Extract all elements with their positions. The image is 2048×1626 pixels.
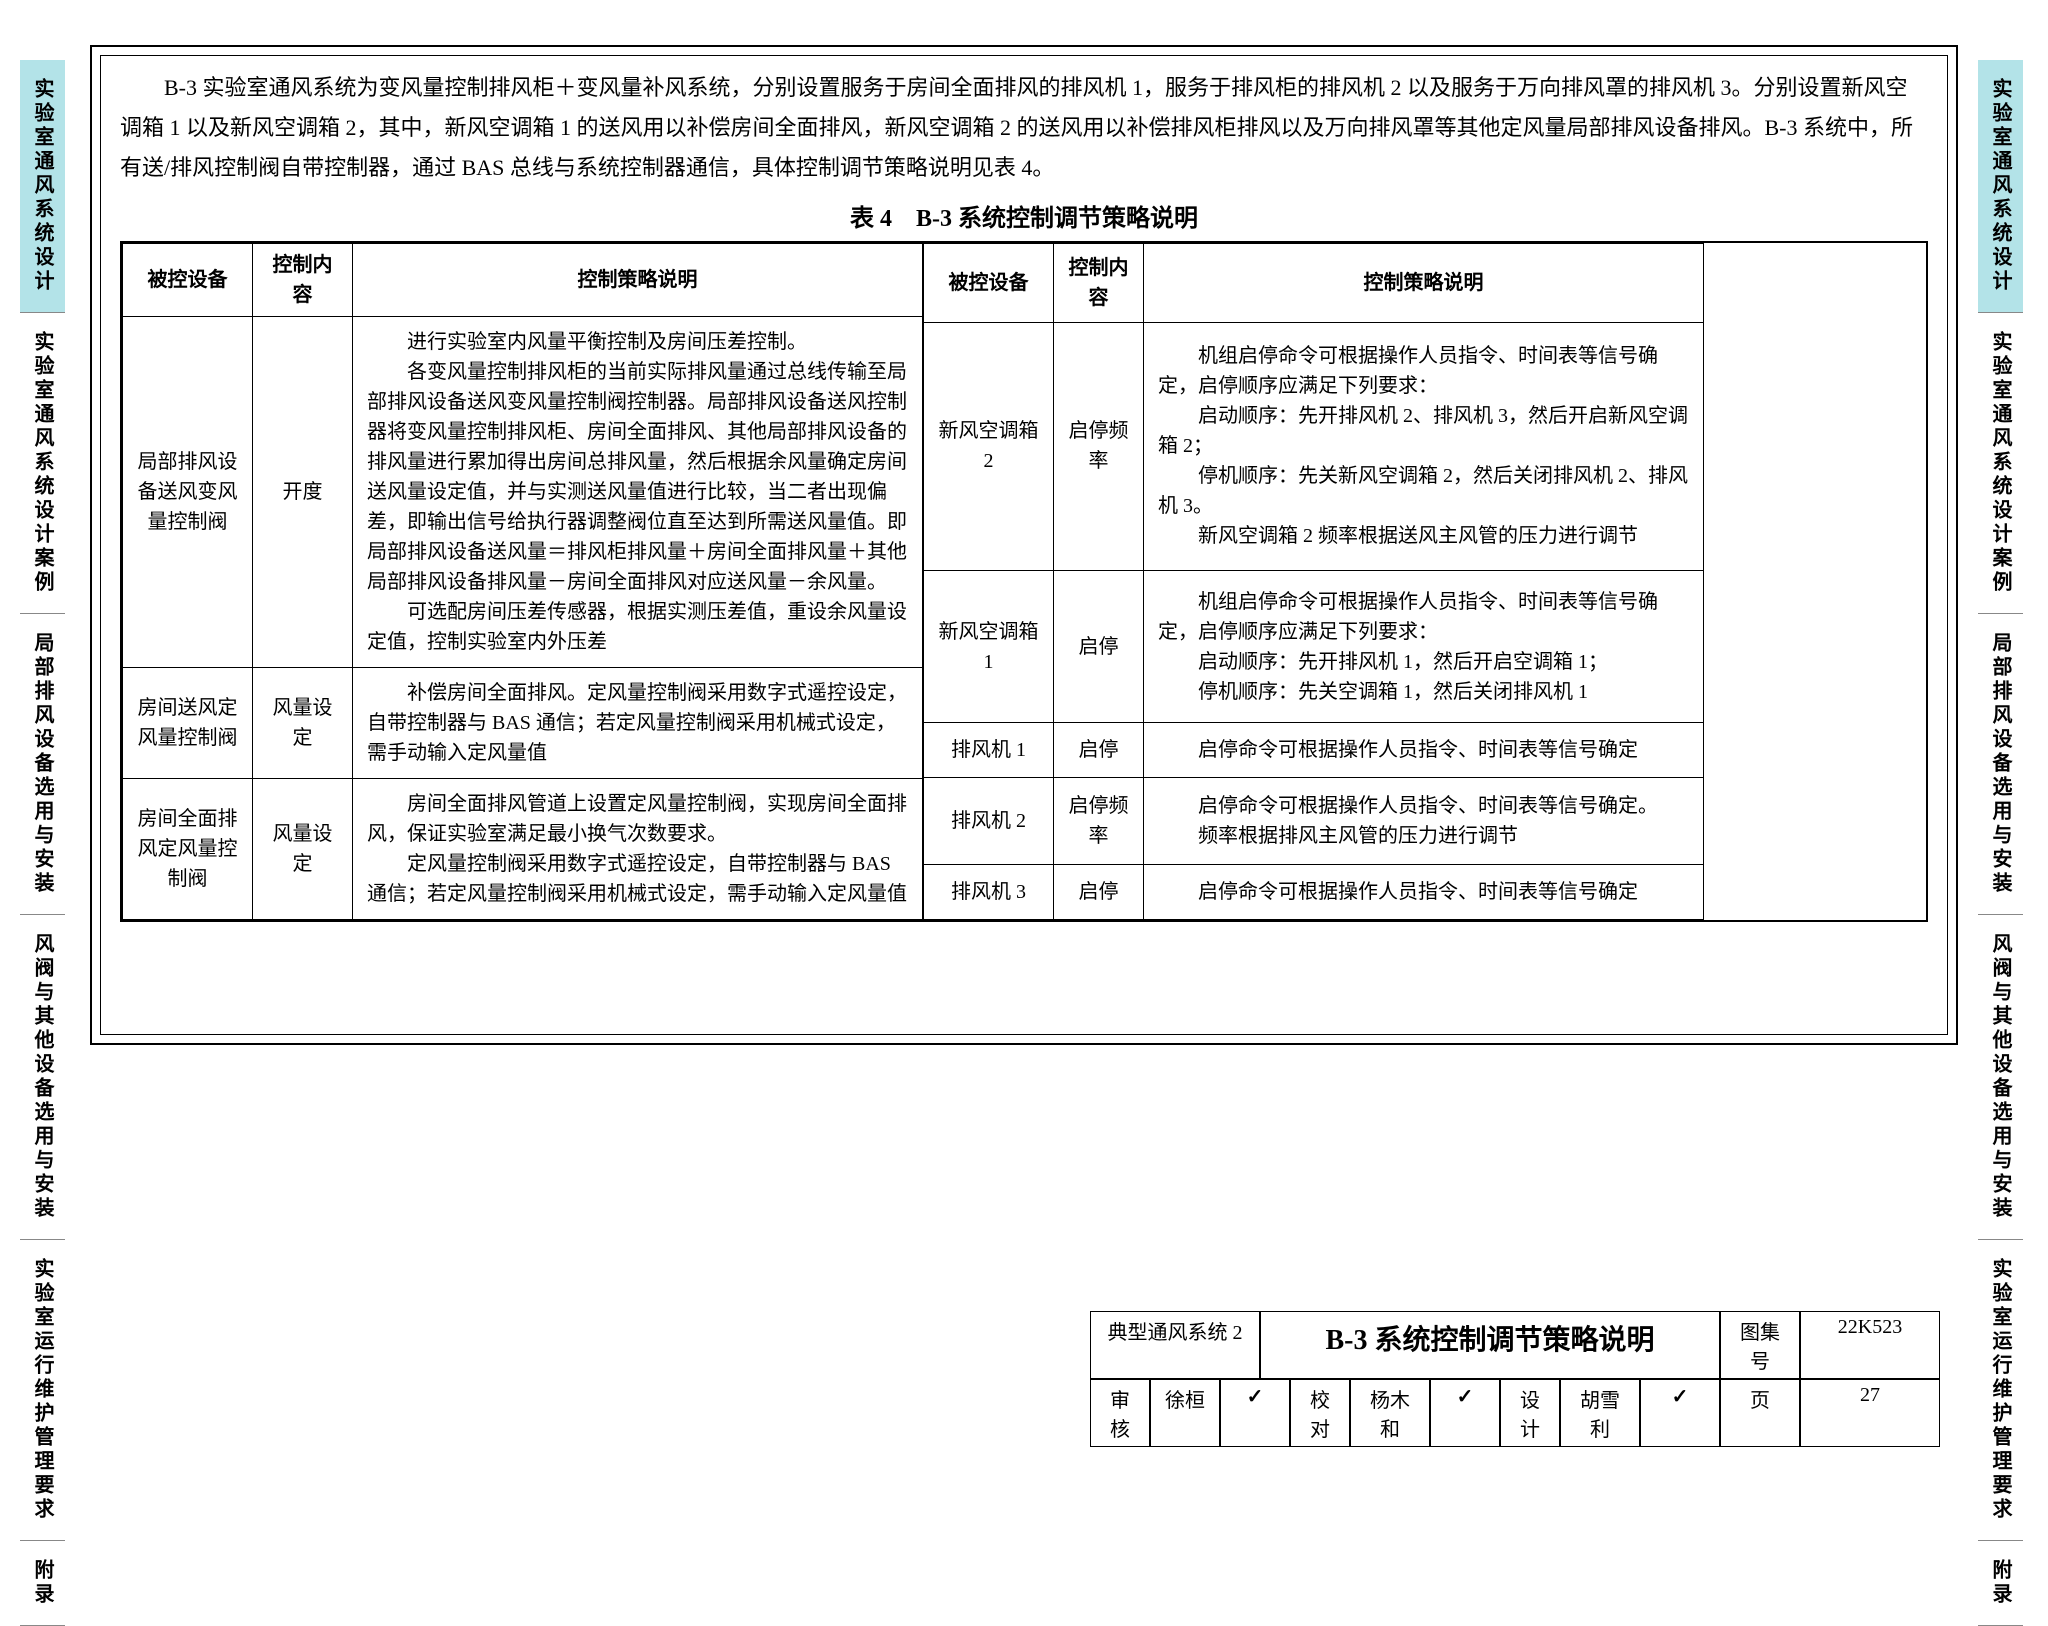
tb-system: 典型通风系统 2 [1090,1311,1260,1379]
left-desc-2: 房间全面排风管道上设置定风量控制阀，实现房间全面排风，保证实验室满足最小换气次数… [353,779,923,920]
th-ctrl: 控制内容 [253,244,353,317]
right-desc-0: 机组启停命令可根据操作人员指令、时间表等信号确定，启停顺序应满足下列要求： 启动… [1144,322,1704,571]
side-tab-2: 局部排风设备选用与安装 [20,614,65,915]
side-tab-4: 实验室运行维护管理要求 [20,1240,65,1541]
side-tab-5: 附录 [1978,1541,2023,1626]
table-left: 被控设备 控制内容 控制策略说明 局部排风设备送风变风量控制阀开度 进行实验室内… [122,243,923,920]
left-dev-2: 房间全面排风定风量控制阀 [123,779,253,920]
left-ctrl-0: 开度 [253,317,353,668]
side-tab-3: 风阀与其他设备选用与安装 [1978,915,2023,1240]
right-row-2: 排风机 1启停 启停命令可根据操作人员指令、时间表等信号确定 [924,723,1704,778]
tb-page-no: 27 [1800,1379,1940,1447]
left-ctrl-2: 风量设定 [253,779,353,920]
left-row-1: 房间送风定风量控制阀风量设定 补偿房间全面排风。定风量控制阀采用数字式遥控设定，… [123,668,923,779]
right-row-1: 新风空调箱 1启停 机组启停命令可根据操作人员指令、时间表等信号确定，启停顺序应… [924,571,1704,723]
left-ctrl-1: 风量设定 [253,668,353,779]
tb-title: B-3 系统控制调节策略说明 [1260,1311,1720,1379]
tb-design-sig: ✓ [1640,1379,1720,1447]
side-tabs-right: 实验室通风系统设计实验室通风系统设计案例局部排风设备选用与安装风阀与其他设备选用… [1978,60,2028,1626]
left-row-0: 局部排风设备送风变风量控制阀开度 进行实验室内风量平衡控制及房间压差控制。 各变… [123,317,923,668]
right-desc-1: 机组启停命令可根据操作人员指令、时间表等信号确定，启停顺序应满足下列要求： 启动… [1144,571,1704,723]
tb-page-label: 页 [1720,1379,1800,1447]
tb-proofer: 杨木和 [1350,1379,1430,1447]
right-row-0: 新风空调箱 2启停频率 机组启停命令可根据操作人员指令、时间表等信号确定，启停顺… [924,322,1704,571]
tb-review-label: 审核 [1090,1379,1150,1447]
left-dev-1: 房间送风定风量控制阀 [123,668,253,779]
left-row-2: 房间全面排风定风量控制阀风量设定 房间全面排风管道上设置定风量控制阀，实现房间全… [123,779,923,920]
th-desc2: 控制策略说明 [1144,244,1704,323]
right-ctrl-1: 启停 [1054,571,1144,723]
th-ctrl2: 控制内容 [1054,244,1144,323]
side-tab-2: 局部排风设备选用与安装 [1978,614,2023,915]
tb-proof-sig: ✓ [1430,1379,1500,1447]
tb-reviewer: 徐桓 [1150,1379,1220,1447]
left-desc-0: 进行实验室内风量平衡控制及房间压差控制。 各变风量控制排风柜的当前实际排风量通过… [353,317,923,668]
tb-designer: 胡雪利 [1560,1379,1640,1447]
right-desc-3: 启停命令可根据操作人员指令、时间表等信号确定。 频率根据排风主风管的压力进行调节 [1144,777,1704,864]
right-dev-0: 新风空调箱 2 [924,322,1054,571]
intro-paragraph: B-3 实验室通风系统为变风量控制排风柜＋变风量补风系统，分别设置服务于房间全面… [120,68,1928,188]
th-dev: 被控设备 [123,244,253,317]
right-dev-1: 新风空调箱 1 [924,571,1054,723]
side-tab-3: 风阀与其他设备选用与安装 [20,915,65,1240]
left-desc-1: 补偿房间全面排风。定风量控制阀采用数字式遥控设定，自带控制器与 BAS 通信；若… [353,668,923,779]
right-ctrl-2: 启停 [1054,723,1144,778]
right-ctrl-4: 启停 [1054,865,1144,920]
side-tab-1: 实验室通风系统设计案例 [1978,313,2023,614]
tb-atlas-label: 图集号 [1720,1311,1800,1379]
side-tab-0: 实验室通风系统设计 [1978,60,2023,313]
right-dev-4: 排风机 3 [924,865,1054,920]
right-row-3: 排风机 2启停频率 启停命令可根据操作人员指令、时间表等信号确定。 频率根据排风… [924,777,1704,864]
side-tab-1: 实验室通风系统设计案例 [20,313,65,614]
right-desc-2: 启停命令可根据操作人员指令、时间表等信号确定 [1144,723,1704,778]
right-desc-4: 启停命令可根据操作人员指令、时间表等信号确定 [1144,865,1704,920]
right-row-4: 排风机 3启停 启停命令可根据操作人员指令、时间表等信号确定 [924,865,1704,920]
tb-proof-label: 校对 [1290,1379,1350,1447]
th-dev2: 被控设备 [924,244,1054,323]
th-desc: 控制策略说明 [353,244,923,317]
tb-atlas-no: 22K523 [1800,1311,1940,1379]
right-ctrl-3: 启停频率 [1054,777,1144,864]
left-dev-0: 局部排风设备送风变风量控制阀 [123,317,253,668]
right-ctrl-0: 启停频率 [1054,322,1144,571]
table-right: 被控设备 控制内容 控制策略说明 新风空调箱 2启停频率 机组启停命令可根据操作… [923,243,1704,920]
right-dev-3: 排风机 2 [924,777,1054,864]
side-tabs-left: 实验室通风系统设计实验室通风系统设计案例局部排风设备选用与安装风阀与其他设备选用… [20,60,70,1626]
side-tab-0: 实验室通风系统设计 [20,60,65,313]
title-block: 典型通风系统 2 B-3 系统控制调节策略说明 图集号 22K523 审核 徐桓… [1090,1311,1940,1447]
table-title: 表 4 B-3 系统控制调节策略说明 [120,198,1928,233]
tb-review-sig: ✓ [1220,1379,1290,1447]
content-area: B-3 实验室通风系统为变风量控制排风柜＋变风量补风系统，分别设置服务于房间全面… [120,68,1928,922]
tb-design-label: 设计 [1500,1379,1560,1447]
side-tab-5: 附录 [20,1541,65,1626]
tables-wrap: 被控设备 控制内容 控制策略说明 局部排风设备送风变风量控制阀开度 进行实验室内… [120,241,1928,922]
side-tab-4: 实验室运行维护管理要求 [1978,1240,2023,1541]
right-dev-2: 排风机 1 [924,723,1054,778]
